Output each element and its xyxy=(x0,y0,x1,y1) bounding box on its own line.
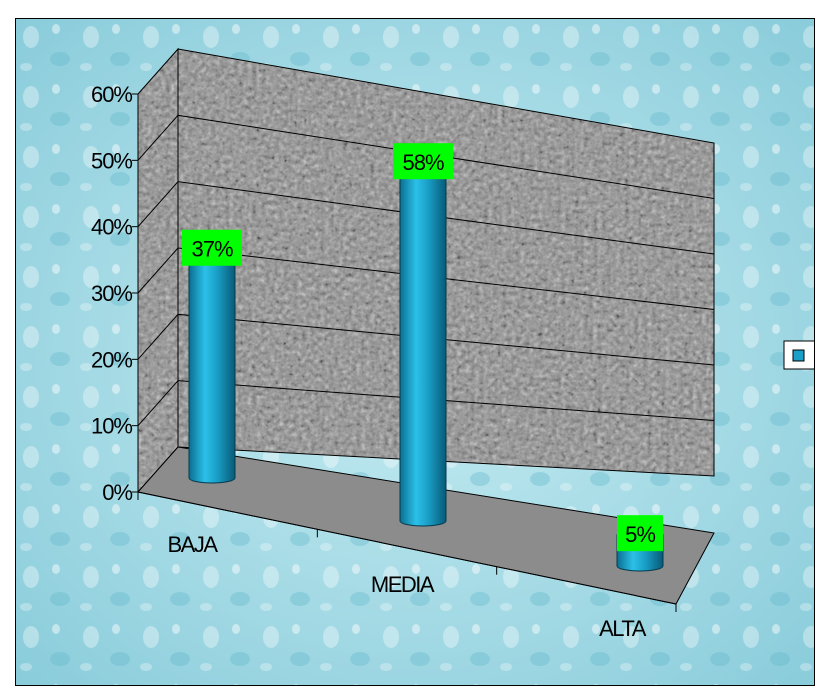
data-label-text: 5% xyxy=(625,522,655,547)
data-label: 5% xyxy=(617,515,663,552)
gridline xyxy=(137,247,715,310)
data-label-background xyxy=(393,143,453,180)
data-label-text: 37% xyxy=(191,237,232,262)
y-axis: 0% 10% 20% 30% 40% 50% 60% xyxy=(91,82,138,505)
chart: 0% 10% 20% 30% 40% 50% 60% BAJA MEDIA ALTA 37% 58… xyxy=(16,19,814,685)
data-label-background xyxy=(617,515,663,552)
x-tick-label: MEDIA xyxy=(371,572,435,597)
data-label: 37% xyxy=(182,229,242,266)
chart-frame: 0% 10% 20% 30% 40% 50% 60% BAJA MEDIA ALTA 37% 58… xyxy=(15,18,815,686)
legend-swatch xyxy=(792,349,805,362)
y-tick-label: 40% xyxy=(91,215,132,240)
y-tick-label: 10% xyxy=(91,414,132,439)
y-tick-label: 20% xyxy=(91,347,132,372)
x-axis-line xyxy=(137,491,677,605)
x-tick-label: ALTA xyxy=(599,616,647,641)
data-label-text: 58% xyxy=(402,150,443,175)
legend xyxy=(783,340,814,370)
gridline xyxy=(137,181,715,255)
data-labels: 37% 58% 5% xyxy=(182,143,663,552)
x-axis: BAJA MEDIA ALTA xyxy=(137,491,677,641)
gridline xyxy=(137,313,715,366)
y-tick-label: 30% xyxy=(91,281,132,306)
bar-body xyxy=(399,162,447,527)
bar-body xyxy=(188,249,236,484)
y-tick-label: 0% xyxy=(102,480,132,505)
data-label-background xyxy=(182,229,242,266)
y-tick-label: 50% xyxy=(91,148,132,173)
x-tick-label: BAJA xyxy=(167,532,218,557)
data-label: 58% xyxy=(393,143,453,180)
gridline xyxy=(137,114,715,199)
y-tick-label: 60% xyxy=(91,82,132,107)
gridlines xyxy=(137,114,715,426)
bar-media xyxy=(399,157,447,527)
gridline xyxy=(137,380,715,426)
bar-baja xyxy=(188,244,236,484)
